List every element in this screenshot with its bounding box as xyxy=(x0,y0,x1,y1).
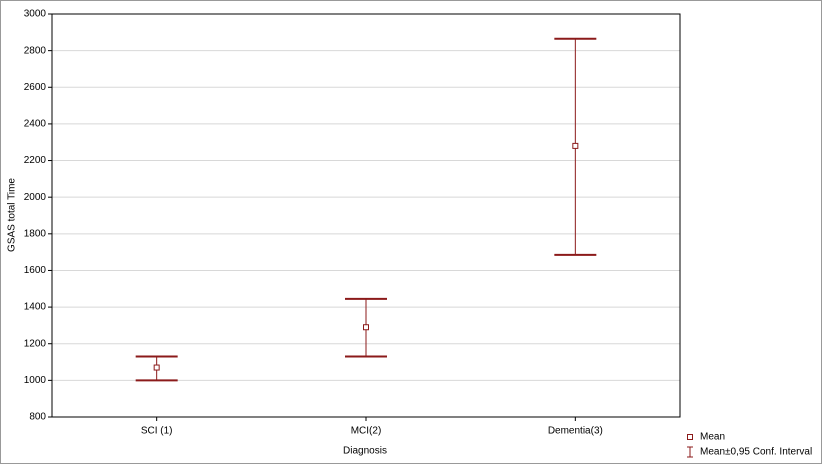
y-tick-label: 3000 xyxy=(24,9,47,20)
y-tick-label: 2000 xyxy=(24,192,47,203)
legend-label: Mean±0,95 Conf. Interval xyxy=(700,447,812,458)
y-tick-label: 1400 xyxy=(24,302,47,313)
y-tick-label: 2200 xyxy=(24,155,47,166)
mean-marker xyxy=(153,364,160,371)
y-tick-label: 2800 xyxy=(24,45,47,56)
x-axis-label: Diagnosis xyxy=(343,446,387,457)
mean-marker xyxy=(363,324,369,331)
x-tick-label: Dementia(3) xyxy=(548,426,603,437)
y-tick-label: 2600 xyxy=(24,82,47,93)
y-tick-label: 2400 xyxy=(24,119,47,130)
y-tick-label: 1000 xyxy=(24,375,47,386)
y-tick-label: 1200 xyxy=(24,338,47,349)
x-tick-label: SCI (1) xyxy=(141,426,173,437)
y-tick-label: 1800 xyxy=(24,228,47,239)
legend-mean-icon xyxy=(687,434,693,440)
legend-label: Mean xyxy=(700,432,725,443)
mean-marker xyxy=(572,142,579,149)
y-axis-label: GSAS total Time xyxy=(7,178,18,252)
y-tick-label: 1600 xyxy=(24,265,47,276)
x-tick-label: MCI(2) xyxy=(351,426,382,437)
y-tick-label: 800 xyxy=(29,412,46,423)
